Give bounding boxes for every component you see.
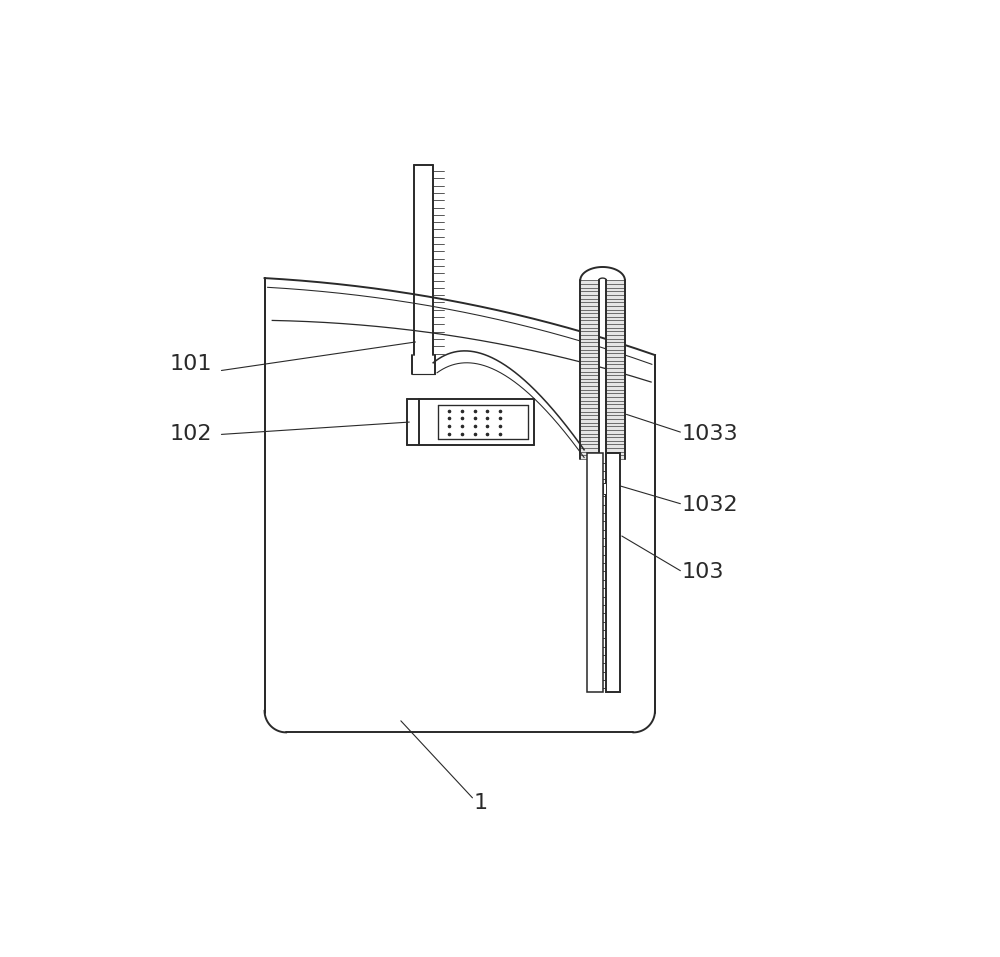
Bar bbox=[587, 453, 603, 692]
Text: 103: 103 bbox=[682, 563, 724, 583]
Text: 102: 102 bbox=[170, 424, 212, 444]
Text: 1032: 1032 bbox=[682, 496, 739, 516]
Bar bbox=[603, 483, 606, 494]
Bar bbox=[606, 453, 620, 692]
Text: 1033: 1033 bbox=[682, 424, 739, 444]
Bar bbox=[580, 280, 599, 459]
Text: 101: 101 bbox=[170, 354, 212, 374]
Bar bbox=[606, 280, 625, 459]
Text: 1: 1 bbox=[474, 793, 488, 813]
